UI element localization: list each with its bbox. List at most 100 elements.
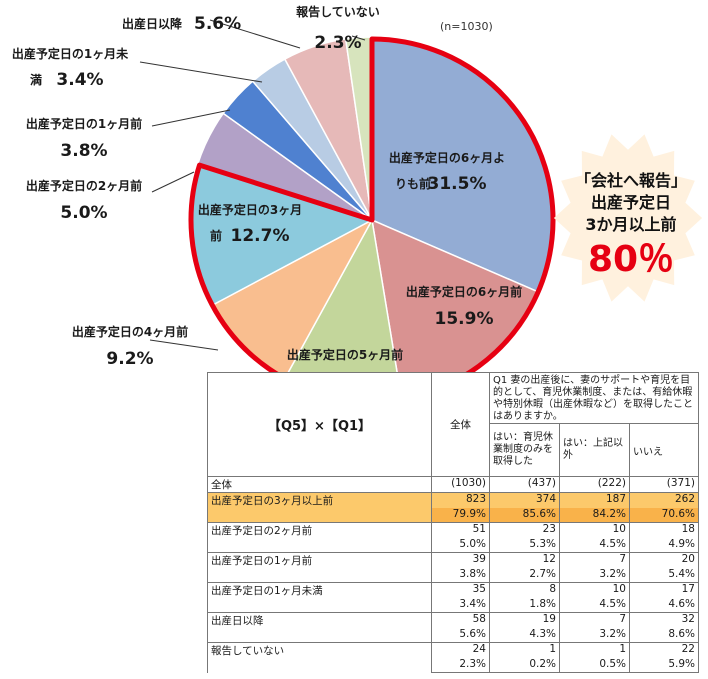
col-header-leave-only: はい：育児休業制度のみを取得した <box>489 423 560 477</box>
count-cell: 10 <box>559 522 630 538</box>
total-cell: (437) <box>489 476 560 493</box>
slice-label: 出産予定日の6ヶ月前 <box>406 284 522 299</box>
pct-cell: 3.4% <box>431 597 490 613</box>
pct-cell: 4.9% <box>629 537 699 553</box>
count-cell: 7 <box>559 612 630 628</box>
count-cell: 20 <box>629 552 699 568</box>
callout: 「会社へ報告」 出産予定日 3か月以上前 80％ <box>556 170 706 282</box>
slice-value: 15.9% <box>435 309 494 329</box>
slice-label: 報告していない <box>296 4 380 19</box>
row-label: 出産予定日の1ヶ月前 <box>207 552 432 583</box>
table-row-pct: 5.6% 4.3% 3.2% 8.6% <box>208 627 699 643</box>
count-cell: 35 <box>431 582 490 598</box>
pct-cell: 4.5% <box>559 537 630 553</box>
slice-value: 2.3% <box>314 33 361 53</box>
count-cell: 23 <box>489 522 560 538</box>
count-cell: 17 <box>629 582 699 598</box>
count-cell: 10 <box>559 582 630 598</box>
table-row: 出産予定日の2ヶ月前 51 23 10 18 <box>207 522 699 553</box>
table-row: 報告していない 24 1 1 22 <box>207 642 699 673</box>
count-cell: 1 <box>559 642 630 658</box>
row-label: 全体 <box>207 476 432 493</box>
slice-label: りも前 <box>395 176 431 191</box>
count-cell: 374 <box>489 492 560 508</box>
count-cell: 187 <box>559 492 630 508</box>
leader-lines <box>139 19 366 351</box>
count-cell: 12 <box>489 552 560 568</box>
pct-cell: 0.5% <box>559 657 630 673</box>
question-text: Q1 妻の出産後に、妻のサポートや育児を目的として、育児休業制度、または、有給休… <box>489 372 699 424</box>
slice-value: 3.8% <box>60 141 107 161</box>
total-cell: (1030) <box>431 476 490 493</box>
leader-line <box>151 171 195 193</box>
col-header-total: 全体 <box>431 372 490 477</box>
pct-cell: 5.9% <box>629 657 699 673</box>
row-label: 出産予定日の3ヶ月以上前 <box>207 492 432 523</box>
count-cell: 51 <box>431 522 490 538</box>
pct-cell: 85.6% <box>489 507 560 523</box>
row-label: 出産予定日の1ヶ月未満 <box>207 582 432 613</box>
slice-value: 9.2% <box>106 349 153 369</box>
pct-cell: 5.3% <box>489 537 560 553</box>
count-cell: 823 <box>431 492 490 508</box>
slice-label: 出産予定日の1ヶ月前 <box>26 116 142 131</box>
leader-line <box>351 35 366 41</box>
sample-size-note: (n=1030) <box>440 20 493 33</box>
table-row: 出産予定日の3ヶ月以上前 823 374 187 262 <box>207 492 699 523</box>
pct-cell: 84.2% <box>559 507 630 523</box>
pct-cell: 5.6% <box>431 627 490 643</box>
row-label: 出産予定日の2ヶ月前 <box>207 522 432 553</box>
count-cell: 22 <box>629 642 699 658</box>
pct-cell: 4.5% <box>559 597 630 613</box>
pct-cell: 3.8% <box>431 567 490 583</box>
callout-value: 80％ <box>587 239 675 280</box>
slice-label: 出産予定日の4ヶ月前 <box>72 324 188 339</box>
col-header-other: はい：上記以外 <box>559 423 630 477</box>
table-row: 出産予定日の1ヶ月前 39 12 7 20 <box>207 552 699 583</box>
pct-cell: 8.6% <box>629 627 699 643</box>
count-cell: 18 <box>629 522 699 538</box>
pct-cell: 1.8% <box>489 597 560 613</box>
pct-cell: 5.0% <box>431 537 490 553</box>
pct-cell: 2.7% <box>489 567 560 583</box>
count-cell: 58 <box>431 612 490 628</box>
slice-label: 出産予定日の3ヶ月 <box>198 202 302 217</box>
pie-slices <box>188 36 556 404</box>
callout-line-2: 出産予定日 <box>590 193 671 212</box>
pct-cell: 0.2% <box>489 657 560 673</box>
pct-cell: 4.6% <box>629 597 699 613</box>
slice-value: 3.4% <box>56 70 103 90</box>
count-cell: 24 <box>431 642 490 658</box>
table-row-pct: 2.3% 0.2% 0.5% 5.9% <box>208 657 699 673</box>
count-cell: 7 <box>559 552 630 568</box>
total-row: 全体 (1030) (437) (222) (371) <box>207 476 699 493</box>
highlight-outline <box>188 36 556 404</box>
table-row: 出産予定日の1ヶ月未満 35 8 10 17 <box>207 582 699 613</box>
count-cell: 8 <box>489 582 560 598</box>
leader-line <box>209 19 301 49</box>
row-label: 報告していない <box>207 642 432 673</box>
leader-line <box>149 339 219 351</box>
count-cell: 19 <box>489 612 560 628</box>
table-corner: 【Q5】×【Q1】 <box>207 372 432 477</box>
callout-line-1: 「会社へ報告」 <box>574 171 687 190</box>
slice-label: 出産日以降 <box>122 16 183 31</box>
leader-line <box>139 61 263 83</box>
count-cell: 39 <box>431 552 490 568</box>
table-row-pct: 79.9% 85.6% 84.2% 70.6% <box>208 507 699 523</box>
slice-label: 出産予定日の2ヶ月前 <box>26 178 142 193</box>
total-cell: (371) <box>629 476 699 493</box>
count-cell: 262 <box>629 492 699 508</box>
pct-cell: 2.3% <box>431 657 490 673</box>
slice-label: 出産予定日の1ヶ月未 <box>12 46 128 61</box>
total-cell: (222) <box>559 476 630 493</box>
pct-cell: 79.9% <box>431 507 490 523</box>
slice-value: 5.6% <box>194 14 241 34</box>
callout-burst <box>553 134 703 302</box>
slice-value: 31.5% <box>428 174 487 194</box>
slice-label: 出産予定日の6ヶ月よ <box>389 150 505 165</box>
count-cell: 1 <box>489 642 560 658</box>
slice-value: 12.7% <box>231 226 290 246</box>
pct-cell: 4.3% <box>489 627 560 643</box>
